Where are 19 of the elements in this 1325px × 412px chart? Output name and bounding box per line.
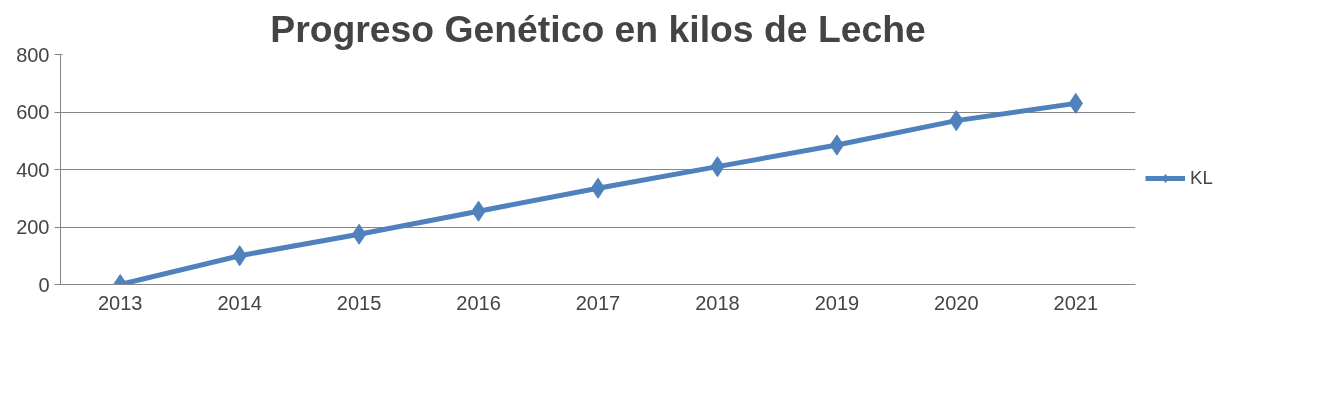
y-tick-label: 200	[16, 216, 50, 238]
chart-title: Progreso Genético en kilos de Leche	[270, 7, 926, 50]
x-tick-label: 2020	[934, 291, 979, 314]
point	[590, 177, 606, 199]
y-tick-label: 800	[16, 43, 50, 66]
legend-label: KL	[1190, 167, 1213, 189]
point	[351, 223, 367, 245]
x-tick-label: 2021	[1053, 291, 1099, 314]
x-tick-label: 2013	[97, 291, 143, 314]
x-tick-label: 2018	[695, 291, 740, 314]
y-tick-label: 400	[16, 158, 50, 181]
x-tick-label: 2014	[217, 291, 262, 314]
y-tick-label: 0	[38, 273, 50, 296]
x-tick-label: 2019	[814, 291, 860, 314]
x-tick-label: 2015	[336, 291, 382, 314]
point	[829, 134, 845, 156]
x-tick-label: 2016	[456, 291, 501, 314]
y-tick-label: 600	[16, 101, 50, 123]
x-tick-label: 2017	[575, 291, 621, 314]
